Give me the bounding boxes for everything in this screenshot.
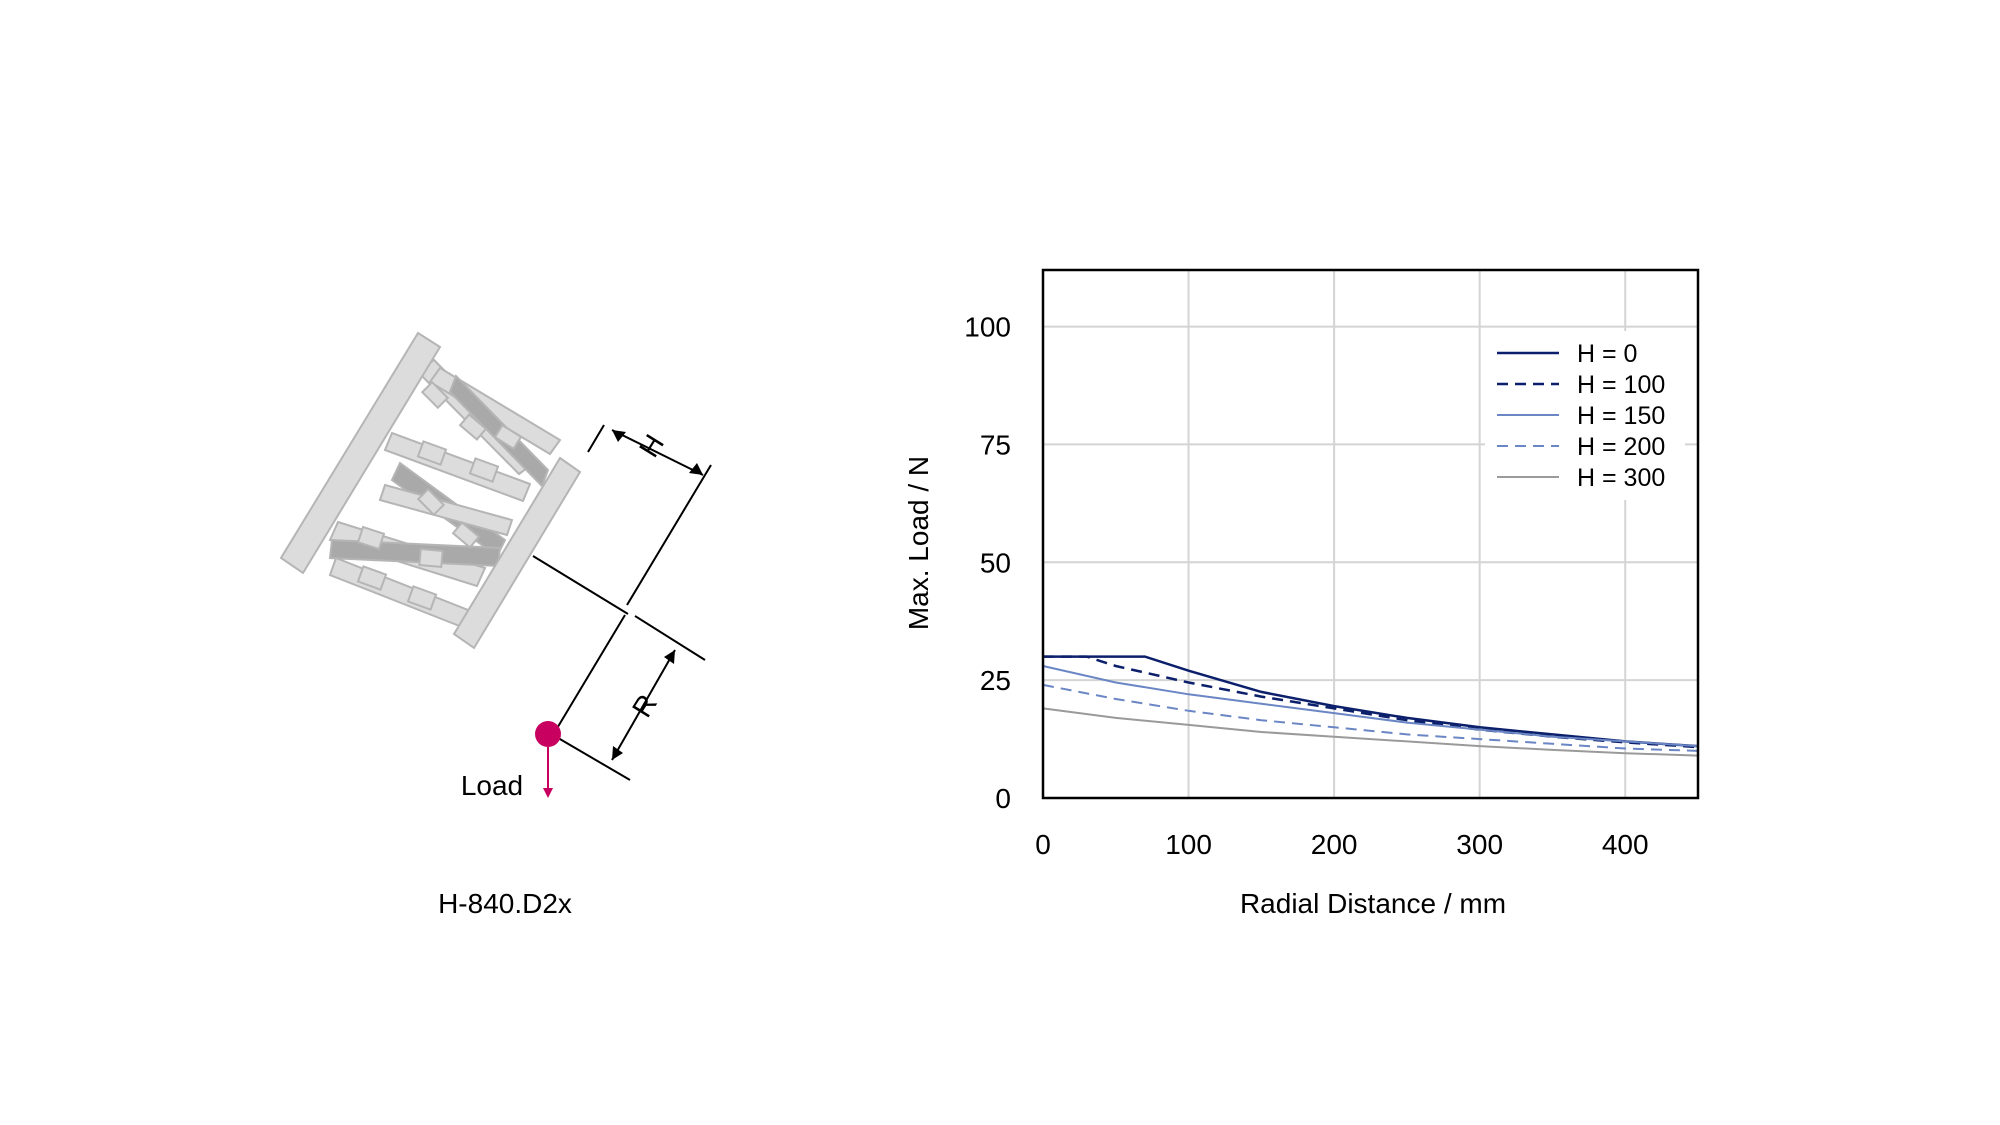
- chart-legend: H = 0 H = 100 H = 150 H = 200 H = 300: [1485, 331, 1685, 500]
- series-line-1: [1043, 655, 1699, 749]
- x-axis-label: Radial Distance / mm: [1240, 888, 1506, 919]
- y-axis-ticks: 0 25 50 75 100: [964, 312, 1011, 814]
- chart-series: [1042, 655, 1699, 757]
- y-tick-label: 50: [980, 547, 1011, 578]
- legend-label: H = 300: [1577, 464, 1665, 492]
- x-tick-label: 200: [1311, 829, 1358, 860]
- moving-platform: [452, 456, 582, 650]
- x-tick-label: 0: [1035, 829, 1051, 860]
- series-line-3: [1042, 683, 1699, 752]
- dimension-lines: [532, 424, 712, 781]
- legend-label: H = 0: [1577, 340, 1637, 368]
- base-plate: [279, 331, 442, 575]
- y-tick-label: 0: [995, 783, 1011, 814]
- legend-label: H = 150: [1577, 402, 1665, 430]
- plot-frame: [1041, 268, 1700, 800]
- dimension-h-label: H: [633, 429, 670, 463]
- x-tick-label: 300: [1456, 829, 1503, 860]
- load-point: [535, 721, 561, 747]
- chart-grid: [1043, 270, 1698, 798]
- series-line-4: [1042, 707, 1699, 757]
- load-arrow-head: [543, 788, 553, 798]
- series-line-2: [1042, 665, 1699, 748]
- model-label: H-840.D2x: [438, 888, 572, 919]
- y-axis-label: Max. Load / N: [903, 456, 934, 630]
- y-tick-label: 100: [964, 312, 1011, 343]
- legend-label: H = 100: [1577, 371, 1665, 399]
- y-tick-label: 25: [980, 665, 1011, 696]
- x-tick-label: 100: [1165, 829, 1212, 860]
- load-label: Load: [461, 770, 523, 801]
- x-tick-label: 400: [1602, 829, 1649, 860]
- legend-label: H = 200: [1577, 433, 1665, 461]
- dimension-r-label: R: [626, 689, 663, 723]
- hexapod-diagram: H R Load H-840.D2x: [279, 331, 712, 919]
- y-tick-label: 75: [980, 429, 1011, 460]
- series-line-0: [1043, 655, 1699, 748]
- hexapod-struts: [328, 358, 562, 629]
- dimension-arrowheads: [612, 430, 703, 760]
- x-axis-ticks: 0 100 200 300 400: [1035, 829, 1648, 860]
- load-chart: 0 100 200 300 400 0 25 50 75 100 Radial Distance…: [903, 268, 1700, 919]
